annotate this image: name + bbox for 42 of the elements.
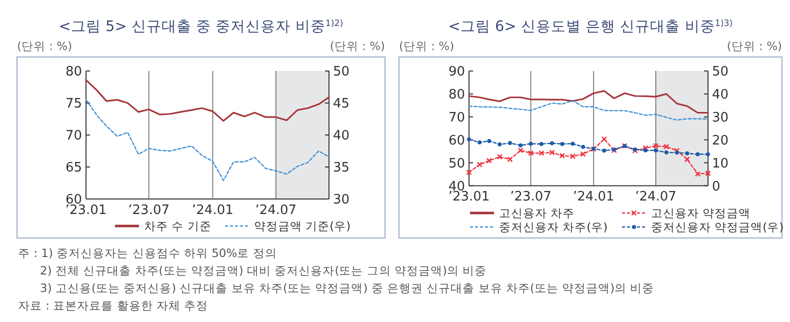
y-axis-title: (단위 : %) <box>17 39 72 53</box>
text: 자료 : 표본자료를 활용한 자체 추정 <box>18 298 208 312</box>
y2-tick-label: 40 <box>333 128 350 144</box>
text: 2) 전체 신규대출 차주(또는 약정금액) 대비 중저신용자(또는 그의 약정금액)의 비중 <box>40 264 487 278</box>
y2-tick-label: 20 <box>712 133 729 148</box>
y-tick-label: 90 <box>448 64 465 80</box>
y-tick-label: 80 <box>65 64 82 80</box>
y-tick-label: 50 <box>448 156 465 172</box>
x-tick-label: ’23.07 <box>510 190 552 205</box>
y-tick-label: 70 <box>65 128 82 144</box>
legend-label: 약정금액 기준(우) <box>254 219 351 234</box>
x-tick-label: ’24.01 <box>572 190 614 205</box>
y2-tick-label: 0 <box>712 179 720 194</box>
y2-tick-label: 30 <box>712 110 729 126</box>
x-tick-label: ’24.07 <box>255 203 297 218</box>
y-tick-label: 60 <box>448 133 465 148</box>
y2-tick-label: 10 <box>712 156 729 172</box>
y2-tick-label: 50 <box>712 64 729 80</box>
text: 주 : 1) 중저신용자는 신용점수 하위 50%로 정의 <box>18 246 277 260</box>
y-tick-label: 65 <box>65 160 82 176</box>
y2-axis-title: (단위 : %) <box>330 39 385 53</box>
legend-label: 고신용자 차주 <box>499 206 575 220</box>
y2-tick-label: 35 <box>333 160 350 176</box>
legend-label: 중저신용자 차주(우) <box>499 220 608 234</box>
y2-axis-title: (단위 : %) <box>726 39 782 53</box>
y-tick-label: 70 <box>448 110 465 126</box>
x-tick-label: ’24.01 <box>192 203 234 218</box>
y2-tick-label: 50 <box>333 64 350 80</box>
y-axis-title: (단위 : %) <box>399 39 454 53</box>
y-tick-label: 80 <box>448 87 465 102</box>
x-tick-label: ’24.07 <box>635 190 676 205</box>
chart-title: <그림 5> 신규대출 중 중저신용자 비중$^{1)2)}$ <box>58 19 344 35</box>
legend-label: 중저신용자 약정금액(우) <box>651 220 784 234</box>
y-tick-label: 75 <box>65 96 82 112</box>
legend-label: 고신용자 약정금액 <box>651 206 751 220</box>
chart-title: <그림 6> 신용도별 은행 신규대출 비중$^{1)3)}$ <box>448 19 733 35</box>
legend-label: 차주 수 기준 <box>144 219 212 234</box>
y2-tick-label: 40 <box>712 87 729 102</box>
text: 3) 고신용(또는 중저신용) 신규대출 보유 차주(또는 약정금액) 중 은행권 신규대출 보유 차주(또는 약정금액)의 비중 <box>40 281 654 295</box>
y2-tick-label: 30 <box>333 192 350 208</box>
x-tick-label: ’23.07 <box>128 203 170 218</box>
y2-tick-label: 45 <box>333 96 350 112</box>
